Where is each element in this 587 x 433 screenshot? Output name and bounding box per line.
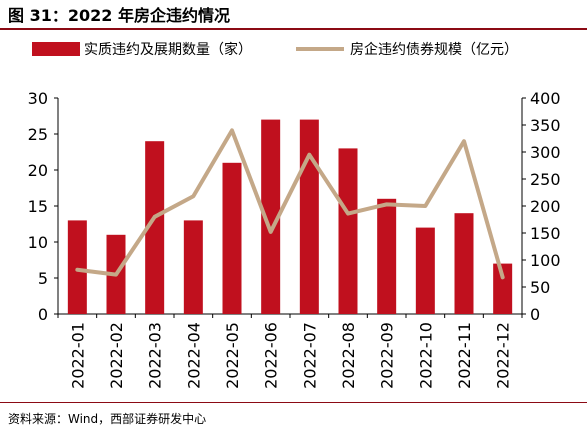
right-tick-label: 50	[530, 278, 550, 297]
bar	[67, 220, 87, 314]
x-tick-label: 2022-04	[184, 322, 203, 389]
bar	[338, 148, 358, 314]
legend-bar-label: 实质违约及展期数量（家）	[84, 41, 252, 58]
bar	[454, 213, 474, 314]
legend-bar-swatch	[32, 42, 80, 56]
x-tick-label: 2022-05	[223, 322, 242, 389]
bar	[377, 198, 397, 314]
right-tick-label: 300	[530, 143, 561, 162]
left-tick-label: 25	[28, 125, 48, 144]
right-tick-label: 0	[530, 305, 540, 324]
x-tick-label: 2022-07	[300, 322, 319, 389]
bar	[299, 119, 319, 314]
bar	[183, 220, 203, 314]
left-tick-label: 15	[28, 197, 48, 216]
source-divider	[0, 402, 587, 403]
x-tick-label: 2022-03	[146, 322, 165, 389]
left-tick-label: 0	[38, 305, 48, 324]
right-tick-label: 100	[530, 251, 561, 270]
legend-line-label: 房企违约债券规模（亿元）	[350, 41, 518, 58]
legend: 实质违约及展期数量（家） 房企违约债券规模（亿元）	[32, 41, 518, 58]
right-tick-label: 350	[530, 116, 561, 135]
bar	[222, 162, 242, 314]
x-tick-label: 2022-02	[107, 322, 126, 389]
bar	[493, 263, 513, 314]
title-divider	[0, 28, 587, 30]
x-tick-label: 2022-12	[494, 322, 513, 389]
plot-area: 0510152025300501001502002503003504002022…	[28, 89, 561, 389]
x-tick-label: 2022-01	[68, 322, 87, 389]
bar	[415, 227, 435, 314]
x-tick-label: 2022-10	[416, 322, 435, 389]
x-tick-label: 2022-08	[339, 322, 358, 389]
series-line	[75, 128, 505, 280]
right-tick-label: 250	[530, 170, 561, 189]
left-tick-label: 20	[28, 161, 48, 180]
right-tick-label: 200	[530, 197, 561, 216]
source-note: 资料来源：Wind，西部证券研发中心	[8, 412, 207, 426]
left-tick-label: 5	[38, 269, 48, 288]
bar	[145, 141, 165, 314]
right-tick-label: 150	[530, 224, 561, 243]
x-tick-label: 2022-09	[378, 322, 397, 389]
figure-title: 图 31：2022 年房企违约情况	[8, 6, 230, 25]
x-tick-label: 2022-06	[262, 322, 281, 389]
left-tick-label: 30	[28, 89, 48, 108]
x-tick-label: 2022-11	[455, 322, 474, 389]
right-tick-label: 400	[530, 89, 561, 108]
left-tick-label: 10	[28, 233, 48, 252]
bar	[261, 119, 281, 314]
